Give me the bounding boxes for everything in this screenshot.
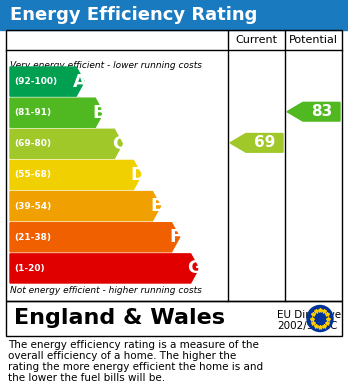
Text: Potential: Potential bbox=[289, 35, 338, 45]
Text: (92-100): (92-100) bbox=[14, 77, 57, 86]
Text: B: B bbox=[93, 104, 106, 122]
Bar bbox=[6, 301, 342, 336]
Text: overall efficiency of a home. The higher the: overall efficiency of a home. The higher… bbox=[8, 351, 236, 361]
Polygon shape bbox=[287, 102, 340, 121]
Text: E: E bbox=[150, 197, 163, 215]
Text: EU Directive: EU Directive bbox=[277, 310, 341, 320]
Text: Current: Current bbox=[236, 35, 277, 45]
Polygon shape bbox=[10, 160, 141, 190]
Text: 2002/91/EC: 2002/91/EC bbox=[277, 321, 337, 331]
Bar bbox=[0, 0, 348, 30]
Text: (81-91): (81-91) bbox=[14, 108, 51, 117]
Circle shape bbox=[307, 305, 333, 332]
Polygon shape bbox=[10, 192, 160, 221]
Bar bbox=[6, 30, 342, 301]
Text: D: D bbox=[130, 166, 145, 184]
Text: (39-54): (39-54) bbox=[14, 202, 51, 211]
Text: F: F bbox=[169, 228, 182, 246]
Polygon shape bbox=[10, 129, 122, 158]
Polygon shape bbox=[230, 133, 283, 152]
Text: England & Wales: England & Wales bbox=[14, 308, 225, 328]
Text: rating the more energy efficient the home is and: rating the more energy efficient the hom… bbox=[8, 362, 263, 372]
Text: A: A bbox=[73, 73, 87, 91]
Text: G: G bbox=[187, 260, 202, 278]
Polygon shape bbox=[10, 254, 199, 283]
Text: C: C bbox=[112, 135, 125, 153]
Text: 69: 69 bbox=[254, 135, 275, 151]
Text: (21-38): (21-38) bbox=[14, 233, 51, 242]
Text: The energy efficiency rating is a measure of the: The energy efficiency rating is a measur… bbox=[8, 340, 259, 350]
Text: (1-20): (1-20) bbox=[14, 264, 45, 273]
Text: Not energy efficient - higher running costs: Not energy efficient - higher running co… bbox=[10, 286, 202, 295]
Text: the lower the fuel bills will be.: the lower the fuel bills will be. bbox=[8, 373, 165, 383]
Polygon shape bbox=[10, 67, 84, 96]
Text: 83: 83 bbox=[311, 104, 332, 119]
Text: Energy Efficiency Rating: Energy Efficiency Rating bbox=[10, 6, 258, 24]
Text: (55-68): (55-68) bbox=[14, 170, 51, 179]
Text: Very energy efficient - lower running costs: Very energy efficient - lower running co… bbox=[10, 61, 202, 70]
Polygon shape bbox=[10, 98, 103, 127]
Text: (69-80): (69-80) bbox=[14, 139, 51, 148]
Polygon shape bbox=[10, 223, 180, 252]
